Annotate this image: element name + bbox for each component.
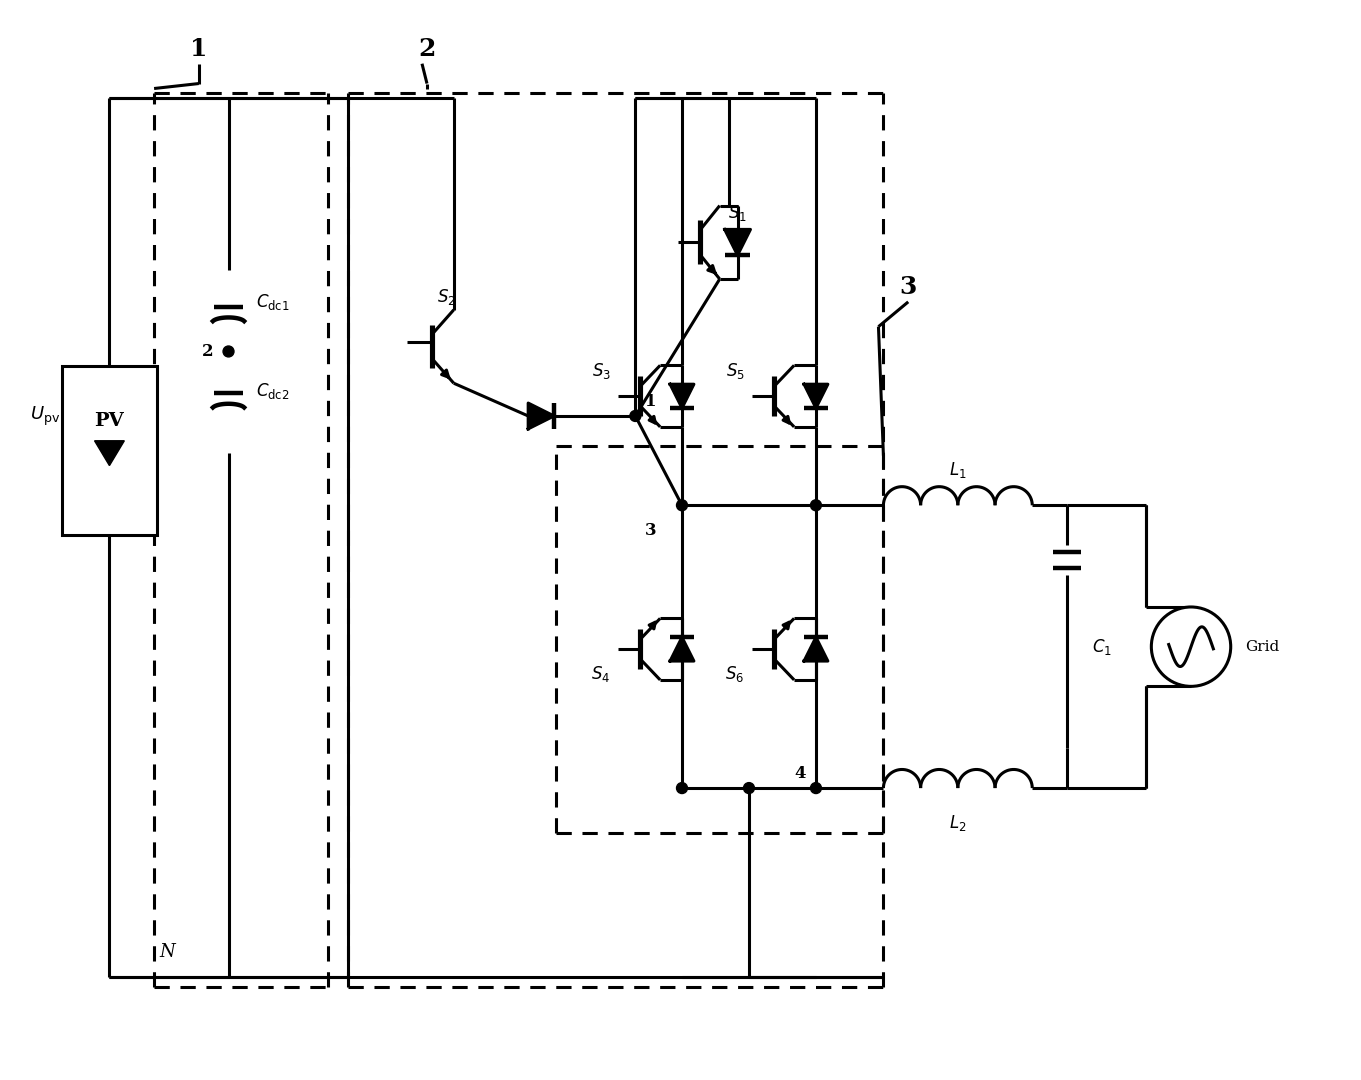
Text: $L_2$: $L_2$ <box>949 813 966 833</box>
Text: 3: 3 <box>644 522 656 539</box>
Text: $C_1$: $C_1$ <box>1092 637 1112 657</box>
Text: $L_1$: $L_1$ <box>949 460 966 481</box>
Circle shape <box>811 783 822 794</box>
Text: $S_5$: $S_5$ <box>725 362 744 381</box>
Circle shape <box>1151 607 1230 687</box>
Text: $S_6$: $S_6$ <box>725 664 744 684</box>
Text: N: N <box>159 943 174 961</box>
Circle shape <box>630 410 641 421</box>
Text: $S_2$: $S_2$ <box>437 287 456 307</box>
Text: $C_{\rm dc2}$: $C_{\rm dc2}$ <box>256 381 290 401</box>
Polygon shape <box>670 384 694 408</box>
Text: 2: 2 <box>201 343 214 360</box>
Text: 3: 3 <box>900 275 917 299</box>
Polygon shape <box>528 403 554 429</box>
Text: 2: 2 <box>418 37 436 60</box>
Text: $S_4$: $S_4$ <box>591 664 611 684</box>
Bar <box>63 366 157 535</box>
Polygon shape <box>804 637 827 661</box>
Text: $C_{\rm dc1}$: $C_{\rm dc1}$ <box>256 292 290 312</box>
Polygon shape <box>804 384 827 408</box>
Text: 4: 4 <box>793 765 806 782</box>
Text: Grid: Grid <box>1245 639 1279 653</box>
Circle shape <box>223 346 234 356</box>
Polygon shape <box>94 441 124 465</box>
Polygon shape <box>724 229 750 255</box>
Text: $U_{\rm pv}$: $U_{\rm pv}$ <box>30 404 60 428</box>
Text: $S_3$: $S_3$ <box>592 362 611 381</box>
Circle shape <box>676 783 687 794</box>
Text: 1: 1 <box>645 393 657 409</box>
Text: PV: PV <box>94 411 124 430</box>
Text: $S_1$: $S_1$ <box>728 203 747 222</box>
Circle shape <box>743 783 754 794</box>
Polygon shape <box>670 637 694 661</box>
Text: 1: 1 <box>191 37 207 60</box>
Circle shape <box>811 500 822 511</box>
Circle shape <box>676 500 687 511</box>
